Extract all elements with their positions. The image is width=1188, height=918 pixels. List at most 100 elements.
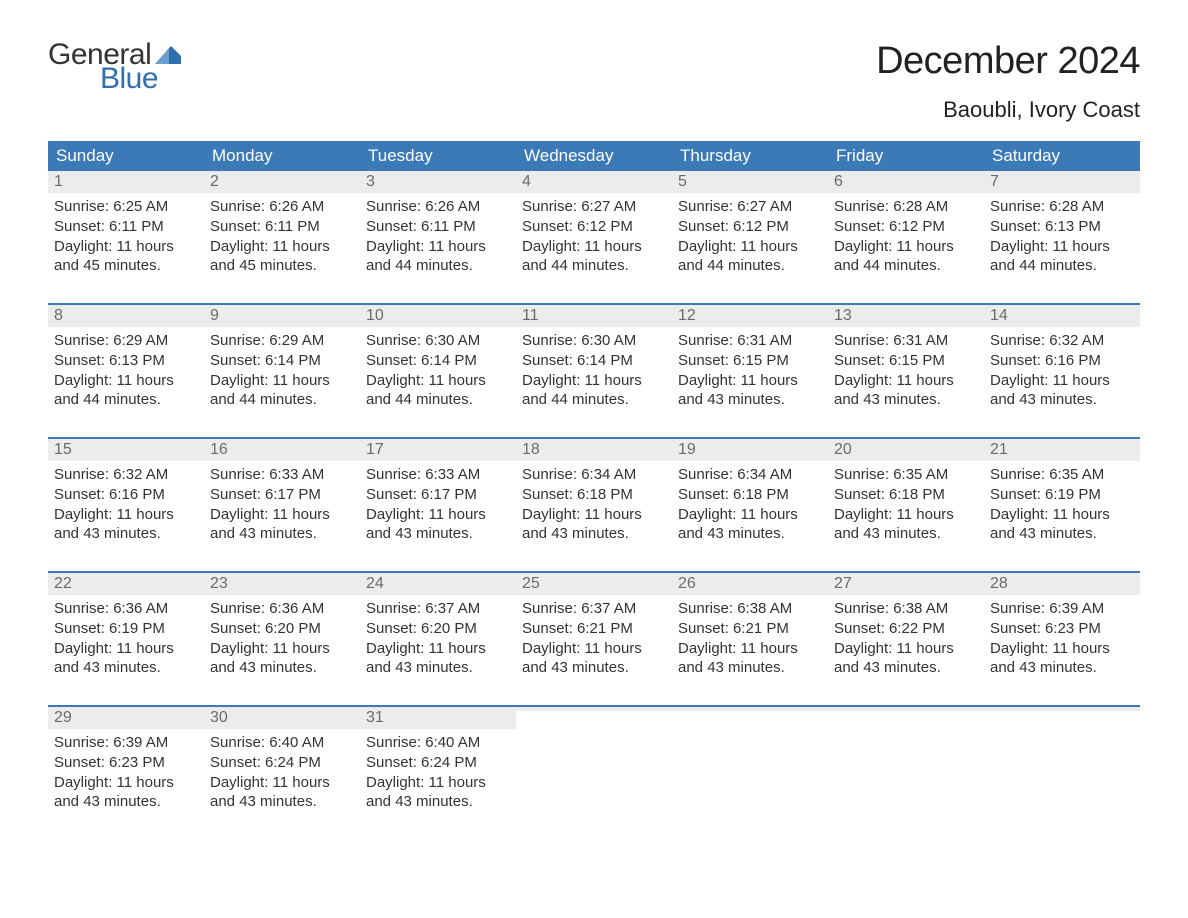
day-number: 5 [678, 173, 687, 190]
day-number: 13 [834, 307, 852, 324]
day-cell [672, 707, 828, 825]
day-cell: 23Sunrise: 6:36 AMSunset: 6:20 PMDayligh… [204, 573, 360, 691]
day-number-row: 13 [828, 305, 984, 327]
sunset-line: Sunset: 6:12 PM [522, 217, 666, 237]
sunset-line: Sunset: 6:12 PM [834, 217, 978, 237]
daylight-line: Daylight: 11 hours and 44 minutes. [366, 237, 510, 277]
day-number-row: 2 [204, 171, 360, 193]
daylight-line: Daylight: 11 hours and 45 minutes. [54, 237, 198, 277]
daylight-line: Daylight: 11 hours and 43 minutes. [54, 639, 198, 679]
day-number: 25 [522, 575, 540, 592]
daylight-line: Daylight: 11 hours and 43 minutes. [366, 639, 510, 679]
day-number: 28 [990, 575, 1008, 592]
sunrise-line: Sunrise: 6:39 AM [990, 599, 1134, 619]
sunrise-line: Sunrise: 6:37 AM [522, 599, 666, 619]
daylight-line: Daylight: 11 hours and 43 minutes. [210, 773, 354, 813]
sunset-line: Sunset: 6:18 PM [834, 485, 978, 505]
sunset-line: Sunset: 6:11 PM [210, 217, 354, 237]
day-number-row: 27 [828, 573, 984, 595]
day-cell: 3 Sunrise: 6:26 AMSunset: 6:11 PMDaylight… [360, 171, 516, 289]
day-body: Sunrise: 6:36 AMSunset: 6:19 PMDaylight:… [48, 595, 204, 684]
day-body: Sunrise: 6:31 AMSunset: 6:15 PMDaylight:… [828, 327, 984, 416]
day-header-monday: Monday [204, 141, 360, 171]
day-body: Sunrise: 6:37 AMSunset: 6:20 PMDaylight:… [360, 595, 516, 684]
daylight-line: Daylight: 11 hours and 43 minutes. [834, 371, 978, 411]
daylight-line: Daylight: 11 hours and 43 minutes. [678, 639, 822, 679]
sunset-line: Sunset: 6:19 PM [990, 485, 1134, 505]
day-header-tuesday: Tuesday [360, 141, 516, 171]
day-cell: 18Sunrise: 6:34 AMSunset: 6:18 PMDayligh… [516, 439, 672, 557]
daylight-line: Daylight: 11 hours and 43 minutes. [990, 505, 1134, 545]
sunset-line: Sunset: 6:24 PM [210, 753, 354, 773]
day-number: 18 [522, 441, 540, 458]
day-cell: 19 Sunrise: 6:34 AMSunset: 6:18 PMDayligh… [672, 439, 828, 557]
day-cell: 15Sunrise: 6:32 AMSunset: 6:16 PMDayligh… [48, 439, 204, 557]
week-row: 29Sunrise: 6:39 AMSunset: 6:23 PMDayligh… [48, 705, 1140, 825]
daylight-line: Daylight: 11 hours and 44 minutes. [366, 371, 510, 411]
day-cell: 20Sunrise: 6:35 AMSunset: 6:18 PMDayligh… [828, 439, 984, 557]
day-body: Sunrise: 6:35 AMSunset: 6:18 PMDaylight:… [828, 461, 984, 550]
day-number: 9 [210, 307, 219, 324]
day-number-row: 23 [204, 573, 360, 595]
daylight-line: Daylight: 11 hours and 44 minutes. [990, 237, 1134, 277]
day-cell: 12Sunrise: 6:31 AMSunset: 6:15 PMDayligh… [672, 305, 828, 423]
sunset-line: Sunset: 6:14 PM [210, 351, 354, 371]
day-number: 23 [210, 575, 228, 592]
sunrise-line: Sunrise: 6:38 AM [834, 599, 978, 619]
sunset-line: Sunset: 6:23 PM [54, 753, 198, 773]
daylight-line: Daylight: 11 hours and 44 minutes. [522, 371, 666, 411]
day-cell: 11Sunrise: 6:30 AMSunset: 6:14 PMDayligh… [516, 305, 672, 423]
sunset-line: Sunset: 6:13 PM [990, 217, 1134, 237]
daylight-line: Daylight: 11 hours and 43 minutes. [210, 505, 354, 545]
sunrise-line: Sunrise: 6:38 AM [678, 599, 822, 619]
day-number: 31 [366, 709, 384, 726]
day-body: Sunrise: 6:29 AMSunset: 6:13 PMDaylight:… [48, 327, 204, 416]
day-body: Sunrise: 6:29 AMSunset: 6:14 PMDaylight:… [204, 327, 360, 416]
day-body: Sunrise: 6:27 AMSunset: 6:12 PMDaylight:… [516, 193, 672, 282]
sunset-line: Sunset: 6:11 PM [366, 217, 510, 237]
day-body: Sunrise: 6:31 AMSunset: 6:15 PMDaylight:… [672, 327, 828, 416]
day-body: Sunrise: 6:26 AMSunset: 6:11 PMDaylight:… [360, 193, 516, 282]
day-number-row: 31 [360, 707, 516, 729]
day-number-row: 16 [204, 439, 360, 461]
day-number-row: 6 [828, 171, 984, 193]
day-body: Sunrise: 6:30 AMSunset: 6:14 PMDaylight:… [360, 327, 516, 416]
daylight-line: Daylight: 11 hours and 43 minutes. [678, 505, 822, 545]
day-body: Sunrise: 6:40 AMSunset: 6:24 PMDaylight:… [360, 729, 516, 818]
sunset-line: Sunset: 6:21 PM [678, 619, 822, 639]
day-cell: 29Sunrise: 6:39 AMSunset: 6:23 PMDayligh… [48, 707, 204, 825]
sunset-line: Sunset: 6:17 PM [366, 485, 510, 505]
day-body: Sunrise: 6:35 AMSunset: 6:19 PMDaylight:… [984, 461, 1140, 550]
day-cell: 9 Sunrise: 6:29 AMSunset: 6:14 PMDaylight… [204, 305, 360, 423]
sunset-line: Sunset: 6:14 PM [522, 351, 666, 371]
sunset-line: Sunset: 6:18 PM [522, 485, 666, 505]
day-number-row: 3 [360, 171, 516, 193]
day-number-row: 26 [672, 573, 828, 595]
sunset-line: Sunset: 6:23 PM [990, 619, 1134, 639]
day-number: 3 [366, 173, 375, 190]
sunrise-line: Sunrise: 6:30 AM [366, 331, 510, 351]
day-number: 24 [366, 575, 384, 592]
sunset-line: Sunset: 6:11 PM [54, 217, 198, 237]
daylight-line: Daylight: 11 hours and 43 minutes. [522, 505, 666, 545]
day-number: 8 [54, 307, 63, 324]
day-cell [984, 707, 1140, 825]
day-number-row: 9 [204, 305, 360, 327]
day-number-row [984, 707, 1140, 711]
day-number-row: 7 [984, 171, 1140, 193]
day-number: 19 [678, 441, 696, 458]
sunrise-line: Sunrise: 6:34 AM [678, 465, 822, 485]
day-cell: 17Sunrise: 6:33 AMSunset: 6:17 PMDayligh… [360, 439, 516, 557]
day-body: Sunrise: 6:39 AMSunset: 6:23 PMDaylight:… [984, 595, 1140, 684]
sunrise-line: Sunrise: 6:37 AM [366, 599, 510, 619]
day-body: Sunrise: 6:34 AMSunset: 6:18 PMDaylight:… [672, 461, 828, 550]
sunset-line: Sunset: 6:14 PM [366, 351, 510, 371]
day-number: 2 [210, 173, 219, 190]
week-row: 8 Sunrise: 6:29 AMSunset: 6:13 PMDaylight… [48, 303, 1140, 423]
day-number-row: 8 [48, 305, 204, 327]
location-label: Baoubli, Ivory Coast [876, 97, 1140, 123]
day-number: 6 [834, 173, 843, 190]
sunset-line: Sunset: 6:19 PM [54, 619, 198, 639]
day-number-row: 14 [984, 305, 1140, 327]
day-number: 27 [834, 575, 852, 592]
